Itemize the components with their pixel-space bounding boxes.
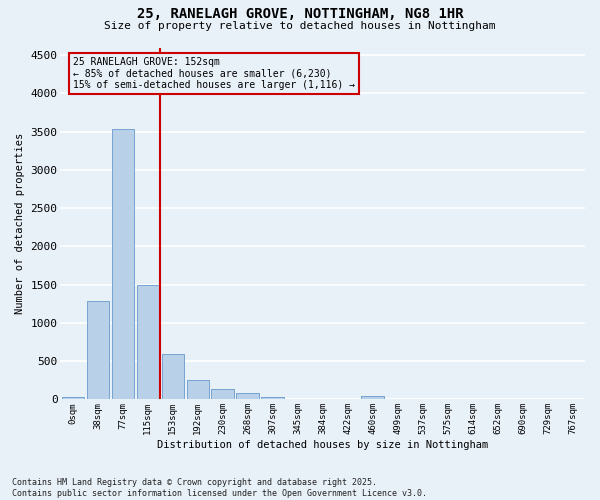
Bar [86, 302, 109, 400]
Bar [262, 397, 284, 400]
Bar [62, 397, 84, 400]
Bar [137, 284, 159, 400]
Bar [161, 354, 184, 400]
Y-axis label: Number of detached properties: Number of detached properties [15, 133, 25, 314]
Bar [112, 130, 134, 400]
Bar [361, 396, 384, 400]
Text: 25, RANELAGH GROVE, NOTTINGHAM, NG8 1HR: 25, RANELAGH GROVE, NOTTINGHAM, NG8 1HR [137, 8, 463, 22]
Bar [236, 394, 259, 400]
Text: 25 RANELAGH GROVE: 152sqm
← 85% of detached houses are smaller (6,230)
15% of se: 25 RANELAGH GROVE: 152sqm ← 85% of detac… [73, 56, 355, 90]
Text: Size of property relative to detached houses in Nottingham: Size of property relative to detached ho… [104, 21, 496, 31]
Bar [211, 389, 234, 400]
X-axis label: Distribution of detached houses by size in Nottingham: Distribution of detached houses by size … [157, 440, 488, 450]
Bar [286, 398, 309, 400]
Text: Contains HM Land Registry data © Crown copyright and database right 2025.
Contai: Contains HM Land Registry data © Crown c… [12, 478, 427, 498]
Bar [187, 380, 209, 400]
